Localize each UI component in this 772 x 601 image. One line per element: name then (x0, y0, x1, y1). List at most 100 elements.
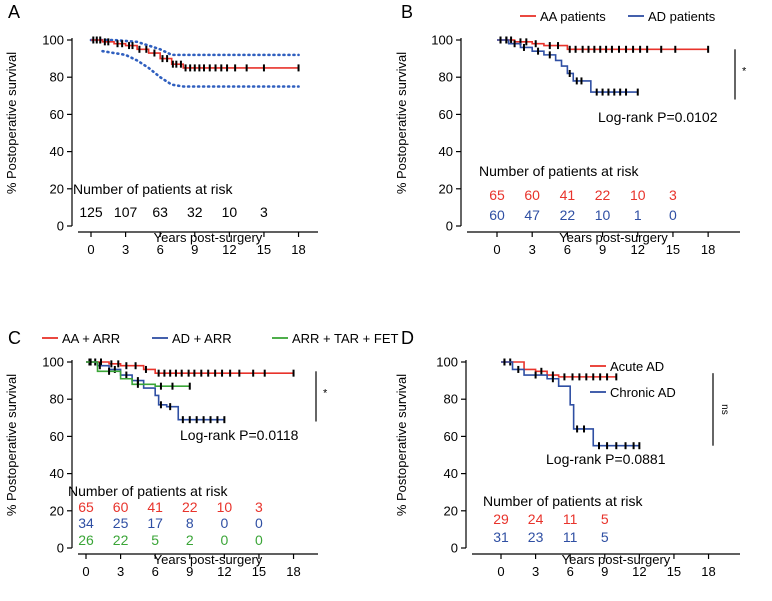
y-tick-label: 40 (439, 144, 453, 159)
x-tick-label: 12 (632, 564, 646, 579)
risk-table-title: Number of patients at risk (483, 493, 644, 509)
x-tick-label: 6 (157, 242, 164, 257)
panel-a: A 0 20 40 60 80 100 0 3 6 9 12 15 18 Years post-surger… (4, 2, 318, 257)
significance-label: * (323, 387, 328, 399)
y-tick-label: 60 (50, 107, 64, 122)
risk-value: 8 (186, 515, 194, 531)
y-tick-label: 0 (57, 219, 64, 234)
risk-value: 3 (260, 204, 268, 220)
x-axis-label: Years post-surgery (154, 230, 263, 245)
x-tick-label: 3 (529, 242, 536, 257)
risk-value: 22 (560, 207, 576, 223)
x-tick-label: 9 (601, 564, 608, 579)
x-tick-label: 6 (152, 564, 159, 579)
x-axis-label: Years post-surgery (559, 230, 668, 245)
y-tick-label: 100 (42, 33, 64, 48)
legend-label: AD patients (648, 9, 716, 24)
risk-value: 107 (114, 204, 138, 220)
y-tick-label: 80 (50, 392, 64, 407)
x-tick-label: 12 (222, 242, 236, 257)
risk-value: 0 (220, 515, 228, 531)
y-axis-label: % Postoperative survival (4, 52, 19, 194)
risk-value: 22 (113, 532, 129, 548)
risk-value: 60 (113, 499, 129, 515)
y-axis-label: % Postoperative survival (394, 52, 409, 194)
risk-value: 5 (151, 532, 159, 548)
risk-value: 125 (79, 204, 103, 220)
y-tick-label: 40 (50, 466, 64, 481)
x-tick-label: 18 (701, 564, 715, 579)
y-tick-label: 0 (57, 541, 64, 556)
y-tick-label: 80 (444, 392, 458, 407)
risk-value: 3 (255, 499, 263, 515)
y-tick-label: 80 (439, 70, 453, 85)
x-tick-label: 6 (567, 564, 574, 579)
survival-curve-2 (501, 361, 640, 447)
y-tick-label: 100 (42, 355, 64, 370)
significance-label: * (742, 65, 747, 77)
y-axis-label: % Postoperative survival (4, 374, 19, 516)
risk-value: 24 (528, 511, 544, 527)
y-tick-label: 100 (436, 355, 458, 370)
y-tick-label: 100 (431, 33, 453, 48)
risk-value: 10 (217, 499, 233, 515)
logrank-text: Log-rank P=0.0118 (180, 427, 299, 443)
risk-value: 23 (528, 529, 544, 545)
panel-d: D 0 20 40 60 80 100 0 3 6 9 12 15 18 Years post-surger… (394, 328, 740, 579)
x-tick-label: 6 (564, 242, 571, 257)
y-tick-label: 60 (439, 107, 453, 122)
x-tick-label: 12 (217, 564, 231, 579)
x-tick-label: 0 (87, 242, 94, 257)
x-tick-label: 15 (257, 242, 271, 257)
x-tick-label: 15 (252, 564, 266, 579)
risk-value: 0 (255, 515, 263, 531)
legend-label: Chronic AD (610, 385, 676, 400)
legend-label: AA + ARR (62, 331, 120, 346)
x-tick-label: 0 (497, 564, 504, 579)
panel-label: B (401, 2, 413, 22)
x-tick-label: 9 (599, 242, 606, 257)
risk-value: 17 (147, 515, 163, 531)
x-tick-label: 3 (117, 564, 124, 579)
ci-line (101, 49, 300, 88)
x-tick-label: 15 (667, 564, 681, 579)
legend-label: ARR + TAR + FET (292, 331, 398, 346)
y-tick-label: 40 (444, 466, 458, 481)
risk-table-title: Number of patients at risk (73, 181, 234, 197)
panel-label: A (8, 2, 20, 22)
risk-table-title: Number of patients at risk (68, 483, 229, 499)
risk-value: 65 (78, 499, 94, 515)
risk-value: 3 (669, 187, 677, 203)
risk-value: 5 (601, 511, 609, 527)
x-tick-label: 18 (701, 242, 715, 257)
legend-label: Acute AD (610, 359, 664, 374)
risk-value: 47 (524, 207, 540, 223)
y-tick-label: 20 (50, 181, 64, 196)
x-tick-label: 0 (82, 564, 89, 579)
x-tick-label: 3 (122, 242, 129, 257)
risk-value: 1 (634, 207, 642, 223)
risk-value: 0 (669, 207, 677, 223)
y-tick-label: 60 (50, 429, 64, 444)
x-tick-label: 9 (191, 242, 198, 257)
risk-value: 22 (182, 499, 198, 515)
logrank-text: Log-rank P=0.0102 (598, 109, 718, 125)
x-tick-label: 18 (286, 564, 300, 579)
y-tick-label: 60 (444, 429, 458, 444)
risk-value: 0 (220, 532, 228, 548)
survival-curve-2 (497, 39, 638, 93)
x-axis-label: Years post-surgery (562, 552, 671, 567)
risk-value: 11 (563, 529, 578, 545)
y-tick-label: 0 (451, 541, 458, 556)
legend-label: AA patients (540, 9, 606, 24)
x-tick-label: 15 (666, 242, 680, 257)
logrank-text: Log-rank P=0.0881 (546, 451, 666, 467)
risk-value: 2 (186, 532, 194, 548)
y-tick-label: 80 (50, 70, 64, 85)
y-tick-label: 0 (446, 219, 453, 234)
risk-value: 10 (595, 207, 611, 223)
survival-curve-1 (86, 361, 294, 374)
